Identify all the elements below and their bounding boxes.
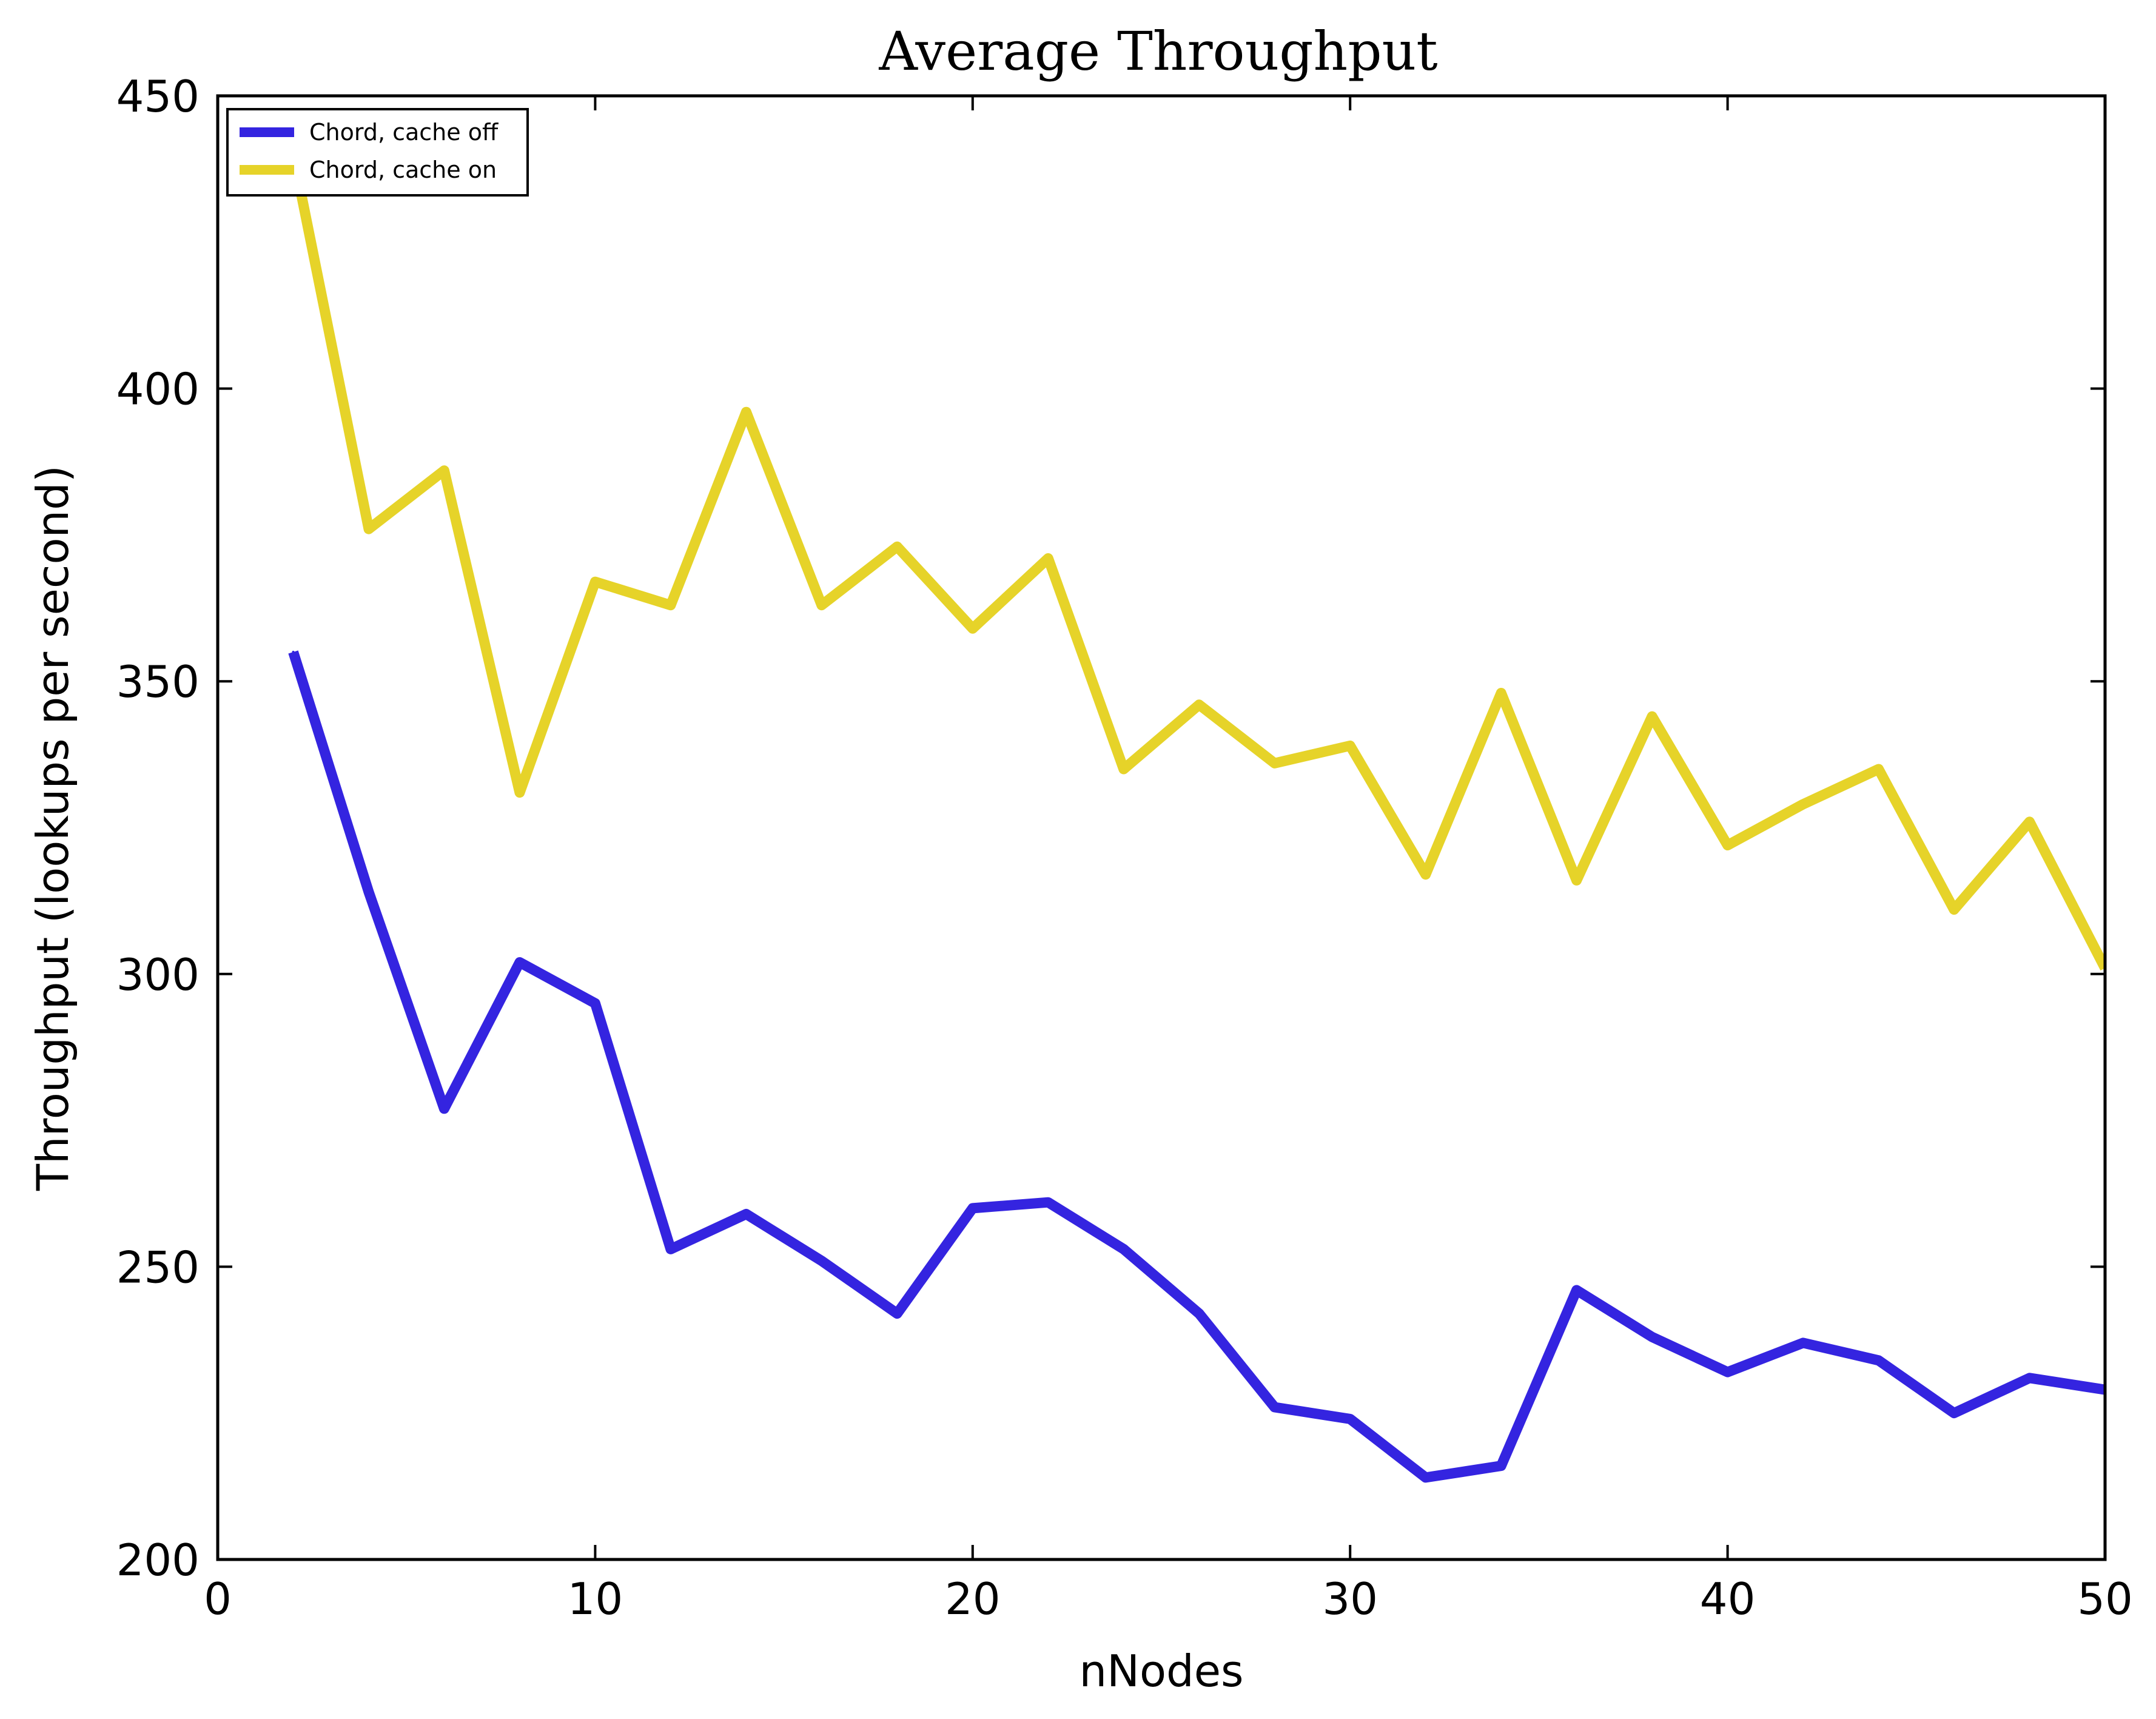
data-point-s1-22	[1953, 908, 1955, 911]
data-point-s1-4	[594, 580, 597, 584]
data-point-s1-1	[368, 528, 370, 531]
x-tick-label-5: 50	[2077, 1573, 2133, 1624]
x-tick-label-4: 40	[1700, 1573, 1756, 1624]
y-tick-label-4: 400	[116, 364, 200, 415]
x-tick-label-3: 30	[1322, 1573, 1378, 1624]
plot-area-frame	[216, 94, 2107, 1561]
data-point-s0-5	[669, 1248, 672, 1251]
chart-title: Average Throughput	[878, 20, 1437, 82]
ticks-layer: 0 10 20 30 40 50 200 250 300 350 400 450	[116, 71, 2133, 1624]
data-point-s1-16	[1500, 691, 1503, 695]
data-point-s1-8	[896, 545, 899, 548]
data-point-s1-14	[1349, 744, 1352, 747]
data-point-s0-7	[820, 1259, 823, 1262]
data-point-s1-3	[518, 791, 521, 794]
data-point-s0-8	[896, 1312, 899, 1315]
y-tick-label-2: 300	[116, 949, 200, 1000]
data-point-s0-16	[1500, 1464, 1503, 1467]
data-point-s0-15	[1424, 1476, 1427, 1479]
data-point-s1-10	[1047, 557, 1050, 560]
data-point-s1-6	[745, 411, 748, 414]
y-tick-label-5: 450	[116, 71, 200, 122]
data-point-s1-23	[2028, 820, 2031, 823]
data-point-s0-23	[2028, 1376, 2031, 1379]
series-layer	[288, 153, 2105, 1483]
data-point-s0-18	[1651, 1336, 1654, 1339]
data-point-s0-10	[1047, 1201, 1050, 1204]
data-point-s1-19	[1726, 844, 1729, 847]
legend-label-cache-off: Chord, cache off	[309, 119, 499, 146]
data-point-s0-4	[594, 1002, 597, 1005]
data-point-s1-9	[971, 627, 974, 630]
data-point-s1-21	[1877, 768, 1880, 770]
data-point-s0-20	[1802, 1341, 1805, 1344]
data-point-s1-17	[1575, 879, 1578, 882]
data-point-s1-7	[820, 604, 823, 607]
data-point-s0-13	[1273, 1406, 1276, 1408]
data-point-s0-9	[971, 1206, 974, 1209]
data-point-s0-1	[368, 890, 370, 893]
y-axis-label: Throughput (lookups per second)	[27, 465, 78, 1191]
data-point-s1-18	[1651, 715, 1654, 718]
data-point-s1-2	[443, 469, 446, 472]
data-point-s0-11	[1122, 1248, 1125, 1251]
y-tick-label-0: 200	[116, 1535, 200, 1586]
data-point-s0-17	[1575, 1289, 1578, 1291]
data-point-s0-21	[1877, 1359, 1880, 1362]
data-point-s0-6	[745, 1213, 748, 1216]
data-point-s1-5	[669, 604, 672, 607]
data-point-s0-14	[1349, 1418, 1352, 1421]
data-point-s0-22	[1953, 1411, 1955, 1415]
data-point-s1-20	[1802, 802, 1805, 806]
y-tick-label-1: 250	[116, 1242, 200, 1293]
x-tick-label-0: 0	[204, 1573, 232, 1624]
data-point-s0-12	[1198, 1312, 1201, 1315]
data-point-s1-13	[1273, 762, 1276, 765]
legend: Chord, cache off Chord, cache on	[226, 108, 529, 197]
y-tick-label-3: 350	[116, 656, 200, 707]
legend-box	[226, 108, 529, 197]
legend-label-cache-on: Chord, cache on	[309, 156, 497, 183]
x-tick-label-1: 10	[568, 1573, 623, 1624]
x-axis-label: nNodes	[1079, 1646, 1243, 1697]
data-point-s1-11	[1122, 768, 1125, 770]
data-point-s1-15	[1424, 873, 1427, 876]
data-point-s0-0	[292, 650, 295, 653]
data-point-s0-2	[443, 1107, 446, 1110]
data-point-s0-19	[1726, 1371, 1729, 1374]
data-point-s0-3	[518, 961, 521, 964]
x-tick-label-2: 20	[945, 1573, 1001, 1624]
data-point-s1-12	[1198, 703, 1201, 706]
